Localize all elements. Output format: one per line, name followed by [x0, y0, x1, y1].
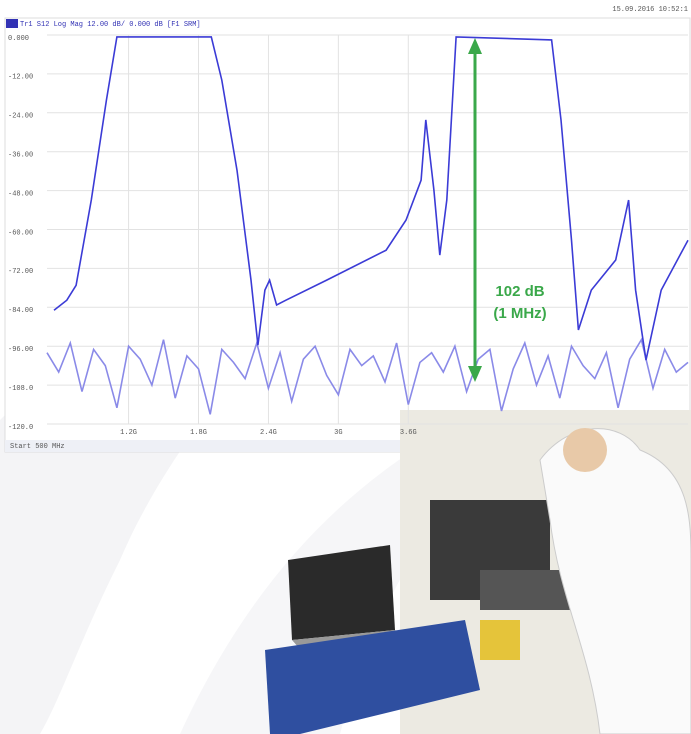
y-tick-label: -36.00 [8, 152, 33, 160]
annotation: (1 MHz) [493, 305, 546, 322]
y-tick-label: -72.00 [8, 268, 33, 276]
trace-badge [6, 19, 18, 28]
x-tick-label: 1.8G [190, 429, 207, 437]
page: Tr1 S12 Log Mag 12.00 dB/ 0.000 dB [F1 S… [0, 0, 691, 734]
y-tick-label: 0.000 [8, 35, 29, 43]
y-tick-label: -84.00 [8, 307, 33, 315]
multimeter [480, 620, 520, 660]
x-tick-label: 1.2G [120, 429, 137, 437]
y-tick-label: -12.00 [8, 74, 33, 82]
y-tick-label: -120.0 [8, 424, 33, 432]
timestamp: 15.09.2016 10:52:1 [612, 6, 688, 14]
y-tick-label: -60.00 [8, 229, 33, 237]
person-head [563, 428, 607, 472]
y-tick-label: -24.00 [8, 113, 33, 121]
lab-photo [265, 410, 691, 734]
x-tick-label: 3.6G [400, 429, 417, 437]
y-tick-label: -96.00 [8, 346, 33, 354]
chart-title: Tr1 S12 Log Mag 12.00 dB/ 0.000 dB [F1 S… [20, 21, 201, 29]
x-tick-label: 3G [334, 429, 342, 437]
x-tick-label: 2.4G [260, 429, 277, 437]
annotation: 102 dB [495, 283, 544, 300]
analyzer-screen [5, 18, 690, 452]
laptop-screen [288, 545, 395, 640]
y-tick-label: -48.00 [8, 190, 33, 198]
footer-text: Start 500 MHz [10, 443, 65, 451]
y-tick-label: -108.0 [8, 385, 33, 393]
